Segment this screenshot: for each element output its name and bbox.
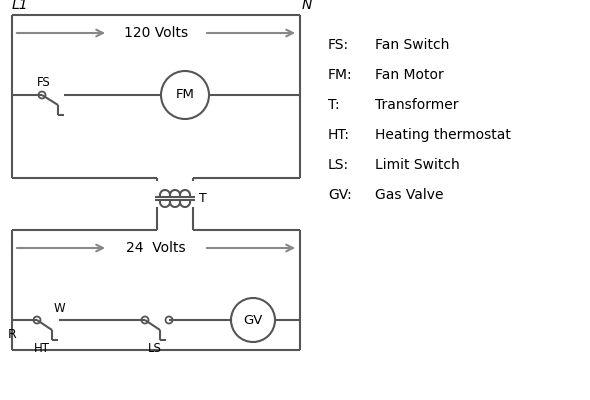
Text: R: R	[8, 328, 17, 340]
Text: T: T	[199, 192, 206, 204]
Text: W: W	[53, 302, 65, 314]
Text: HT:: HT:	[328, 128, 350, 142]
Text: GV:: GV:	[328, 188, 352, 202]
Text: Fan Switch: Fan Switch	[375, 38, 450, 52]
Text: FS: FS	[37, 76, 51, 90]
Text: Heating thermostat: Heating thermostat	[375, 128, 511, 142]
Text: Transformer: Transformer	[375, 98, 458, 112]
Text: LS:: LS:	[328, 158, 349, 172]
Text: LS: LS	[148, 342, 162, 354]
Text: FS:: FS:	[328, 38, 349, 52]
Text: HT: HT	[34, 342, 50, 354]
Text: Fan Motor: Fan Motor	[375, 68, 444, 82]
Text: GV: GV	[243, 314, 263, 326]
Text: 120 Volts: 120 Volts	[124, 26, 188, 40]
Text: Limit Switch: Limit Switch	[375, 158, 460, 172]
Text: L1: L1	[12, 0, 29, 12]
Text: N: N	[302, 0, 312, 12]
Text: 24  Volts: 24 Volts	[126, 241, 186, 255]
Text: FM: FM	[176, 88, 195, 102]
Text: FM:: FM:	[328, 68, 353, 82]
Text: Gas Valve: Gas Valve	[375, 188, 444, 202]
Text: T:: T:	[328, 98, 340, 112]
